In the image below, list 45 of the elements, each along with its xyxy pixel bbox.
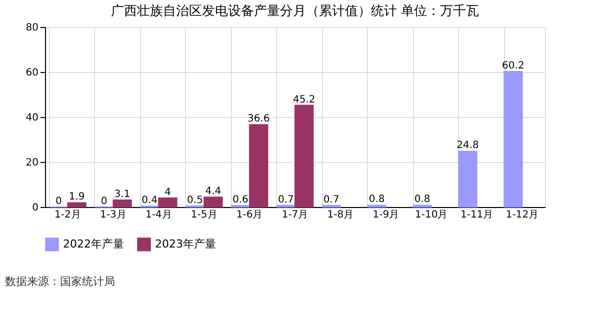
- data-label: 24.8: [456, 140, 479, 152]
- data-label: 0.8: [414, 194, 430, 206]
- x-tick-label: 1-6月: [236, 210, 263, 220]
- x-tick-label: 1-9月: [372, 210, 400, 220]
- data-label: 3.1: [114, 189, 130, 200]
- legend-label: 2022年产量: [63, 237, 124, 250]
- bar: [112, 200, 132, 208]
- bar: [67, 202, 86, 208]
- x-tick-label: 1-10月: [415, 210, 448, 220]
- bar: [294, 104, 314, 208]
- data-label: 0.7: [323, 194, 340, 206]
- data-label: 0: [100, 196, 108, 207]
- data-label: 0: [55, 196, 62, 207]
- x-tick-label: 1-3月: [100, 210, 126, 220]
- y-tick-label: 60: [26, 68, 38, 78]
- data-label: 36.6: [248, 114, 270, 125]
- y-tick-label: 80: [26, 22, 38, 34]
- bar: [158, 198, 178, 208]
- y-tick-label: 20: [26, 158, 38, 168]
- x-tick-label: 1-7月: [282, 210, 308, 220]
- chart-title: 广西壮族自治区发电设备产量分月（累计值）统计 单位：万千瓦: [110, 4, 480, 19]
- data-label: 0.7: [278, 194, 294, 206]
- legend-label: 2023年产量: [155, 237, 216, 250]
- x-tick-label: 1-2月: [54, 210, 81, 220]
- x-tick-label: 1-4月: [145, 210, 172, 220]
- data-label: 0.6: [232, 194, 248, 206]
- y-tick-label: 0: [32, 202, 38, 214]
- bar: [504, 71, 523, 208]
- y-tick-label: 40: [26, 112, 38, 124]
- data-label: 0.8: [368, 194, 385, 206]
- x-tick-label: 1-5月: [190, 210, 218, 220]
- data-label: 1.9: [68, 192, 85, 203]
- x-tick-label: 1-12月: [506, 210, 539, 220]
- data-label: 45.2: [292, 94, 316, 106]
- data-label: 4.4: [205, 186, 222, 198]
- data-label: 4: [164, 187, 171, 198]
- x-tick-label: 1-11月: [460, 210, 494, 220]
- source-note: 数据来源：国家统计局: [5, 275, 115, 288]
- bar: [249, 124, 268, 208]
- data-label: 0.4: [142, 195, 158, 206]
- data-label: 0.5: [187, 194, 203, 206]
- bar: [458, 150, 478, 208]
- bar: [204, 196, 223, 208]
- data-label: 60.2: [502, 60, 524, 72]
- x-tick-label: 1-8月: [327, 210, 354, 220]
